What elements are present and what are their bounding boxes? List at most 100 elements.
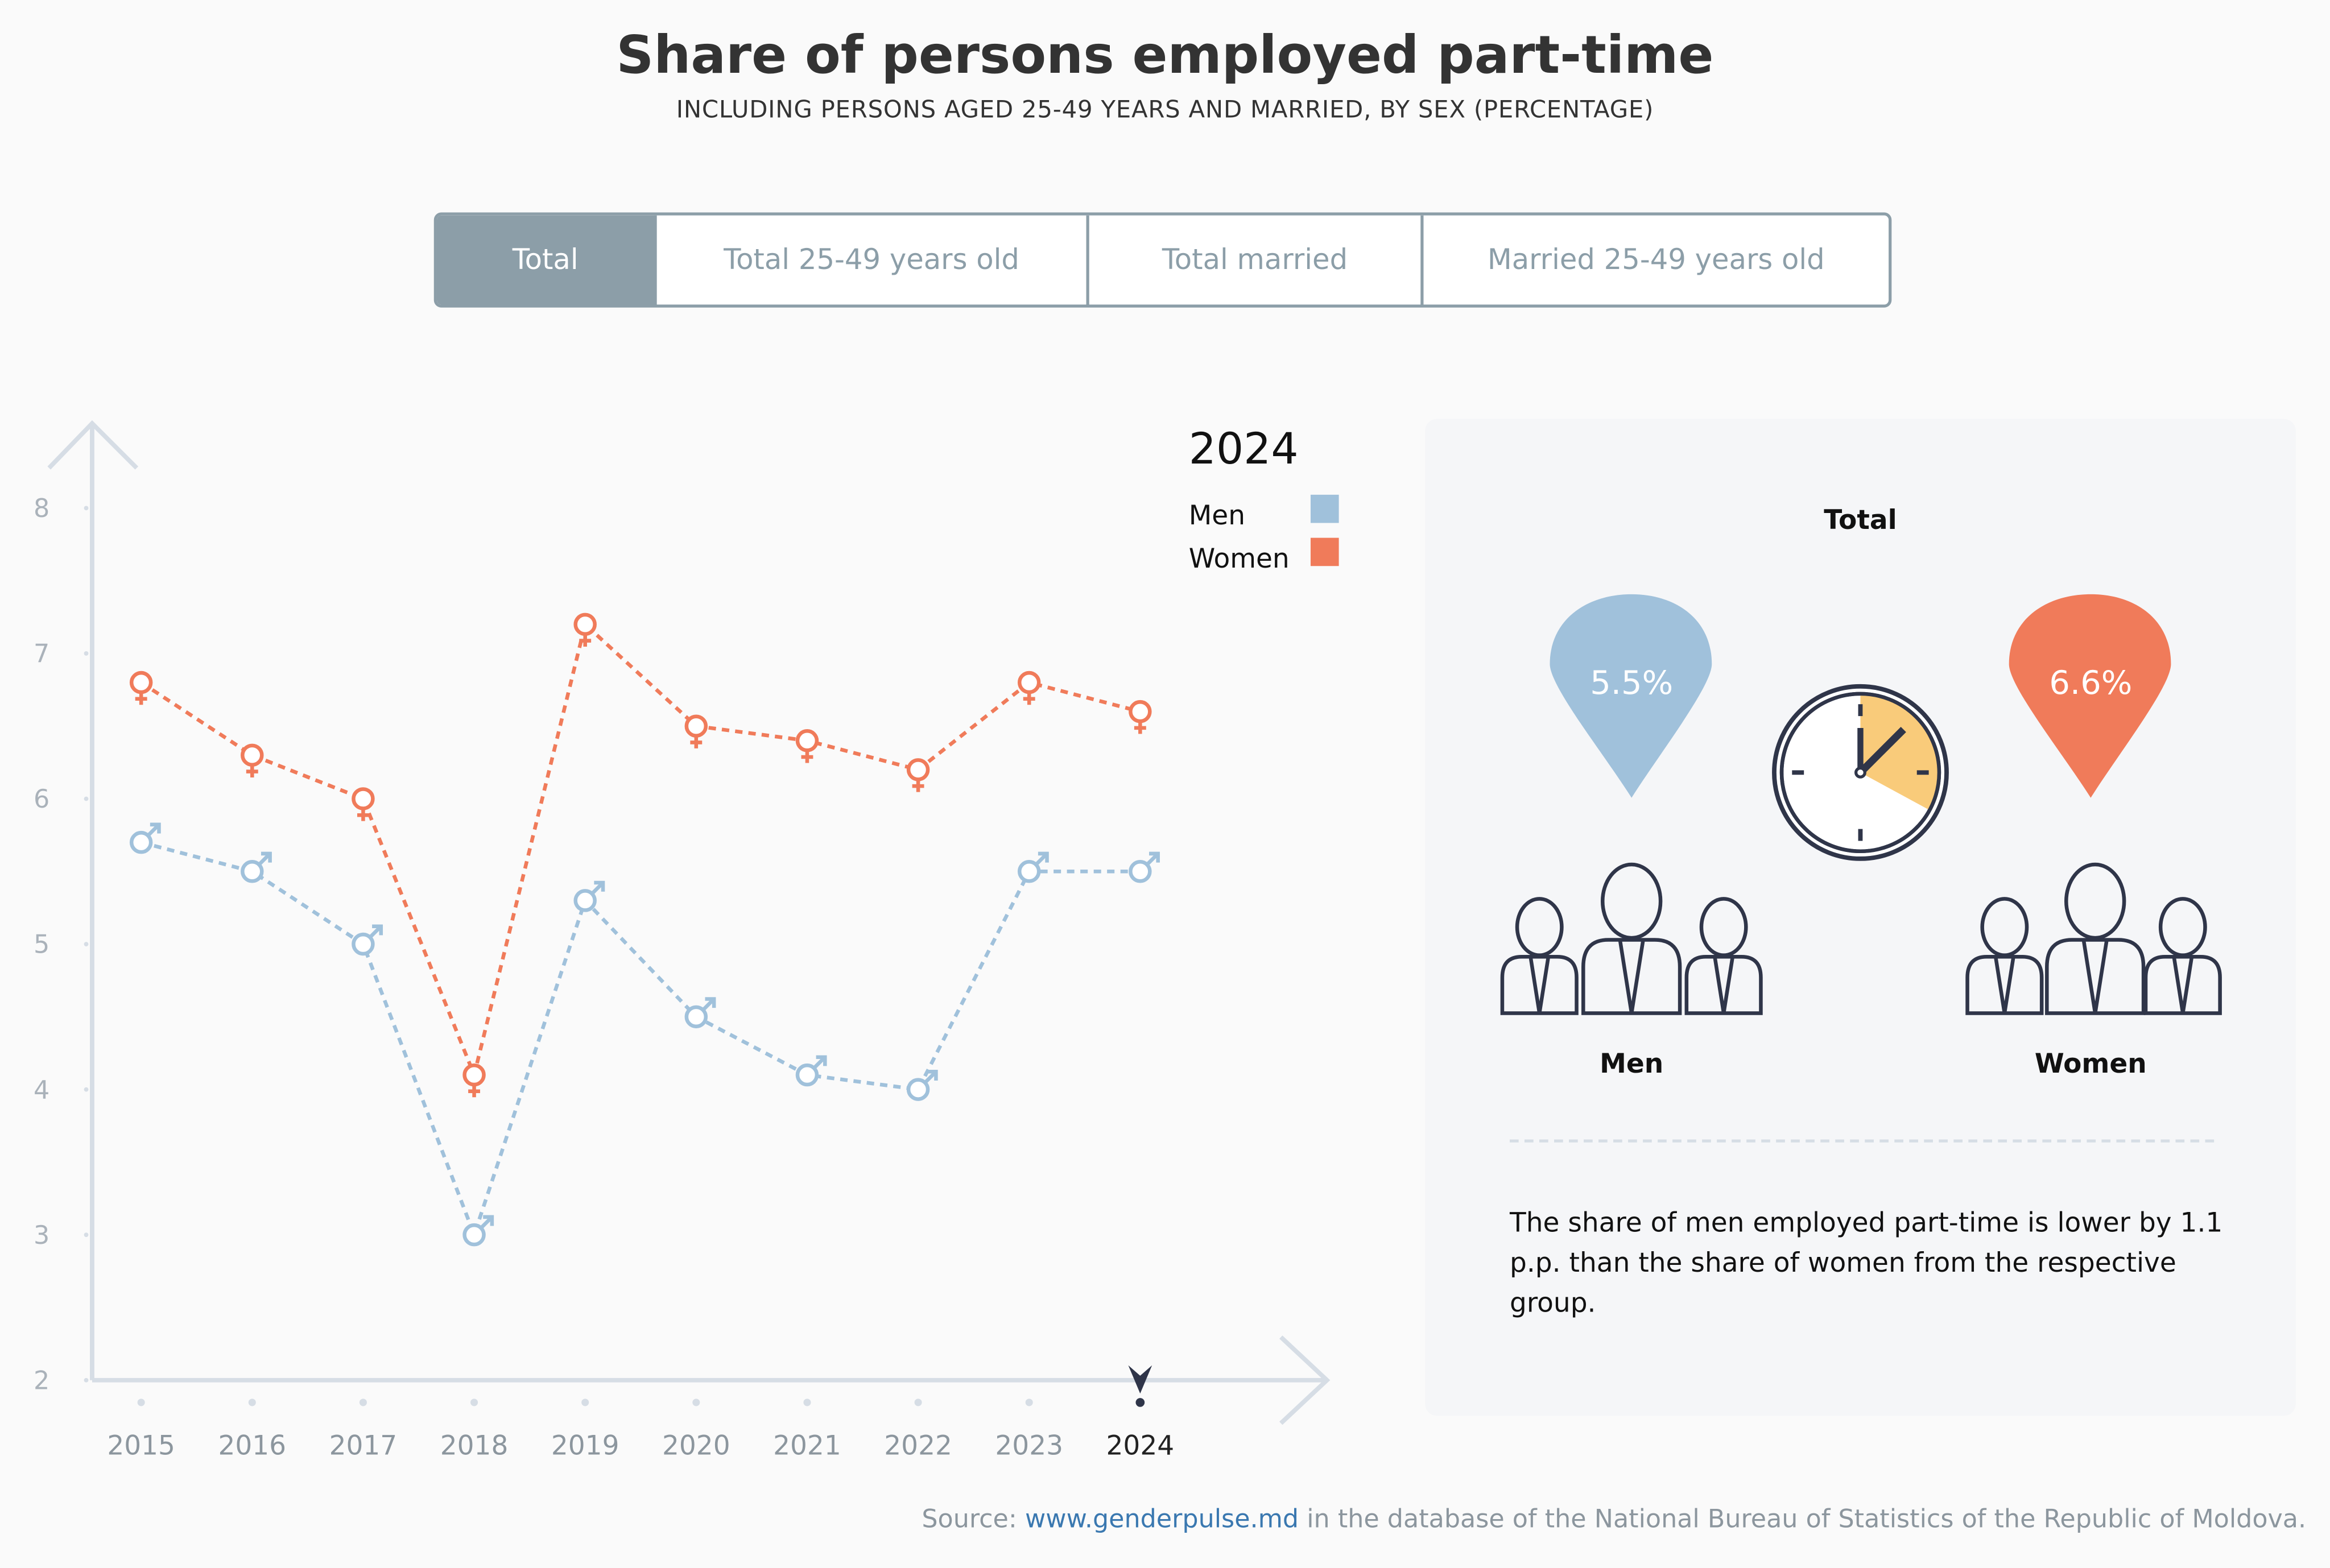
- data-point-women-2017[interactable]: [352, 787, 375, 810]
- x-tick-label-2020[interactable]: 2020: [662, 1430, 730, 1461]
- men-value: 5.5%: [1590, 664, 1673, 702]
- x-tick-dot: [137, 1399, 145, 1406]
- x-tick-label-2019[interactable]: 2019: [551, 1430, 619, 1461]
- y-axis: [47, 420, 139, 1380]
- data-point-women-2024[interactable]: [1129, 700, 1152, 723]
- series-line-women: [140, 620, 1141, 1081]
- series-line-men: [141, 841, 1141, 1240]
- x-tick-label-2024[interactable]: 2024: [1106, 1430, 1175, 1461]
- x-tick-dot: [359, 1399, 367, 1406]
- x-tick-dot: [1135, 1398, 1145, 1407]
- male-symbol-icon: [369, 924, 383, 938]
- y-tick-label: 5: [34, 930, 49, 959]
- data-point-men-2017[interactable]: [352, 932, 375, 956]
- y-tick-label: 3: [34, 1221, 49, 1250]
- data-point-men-2016[interactable]: [241, 860, 264, 883]
- man-icon: [1684, 897, 1763, 1015]
- man-icon: [1581, 862, 1682, 1015]
- women-value: 6.6%: [2049, 664, 2132, 702]
- x-tick-dot: [248, 1399, 256, 1406]
- y-tick-label: 4: [34, 1075, 49, 1104]
- male-symbol-icon: [924, 1070, 938, 1083]
- x-axis: [92, 1335, 1331, 1425]
- source-note: Source: www.genderpulse.md in the databa…: [922, 1505, 2307, 1535]
- x-tick-dot: [692, 1399, 700, 1406]
- line-chart: 2 3 4 5 6 7 8 2015 2016 2017 2018 2019 2020 2021 2022 2…: [34, 420, 1339, 1461]
- legend-label-men: Men: [1189, 500, 1245, 531]
- male-symbol-icon: [147, 822, 161, 837]
- data-point-men-2019[interactable]: [573, 889, 597, 912]
- x-tick-dot: [1025, 1399, 1033, 1406]
- y-tick-mark: [84, 796, 89, 801]
- data-point-men-2024[interactable]: [1129, 860, 1152, 883]
- male-symbol-icon: [1146, 851, 1160, 866]
- legend-swatch-women: [1310, 537, 1339, 566]
- data-point-women-2016[interactable]: [241, 743, 264, 767]
- data-point-men-2021[interactable]: [795, 1063, 819, 1087]
- y-tick-label: 2: [34, 1366, 49, 1395]
- data-point-women-2022[interactable]: [906, 758, 930, 781]
- man-icon: [1500, 897, 1579, 1015]
- page-subtitle: INCLUDING PERSONS AGED 25-49 YEARS AND M…: [676, 95, 1654, 123]
- x-tick-dot: [914, 1399, 922, 1406]
- women-label: Women: [2034, 1049, 2147, 1081]
- x-tick-label-2018[interactable]: 2018: [440, 1430, 509, 1461]
- panel-heading: Total: [1824, 505, 1897, 537]
- x-tick-label-2021[interactable]: 2021: [773, 1430, 841, 1461]
- x-tick-label-2016[interactable]: 2016: [218, 1430, 286, 1461]
- data-point-women-2019[interactable]: [573, 613, 597, 636]
- y-tick-mark: [84, 651, 89, 656]
- panel-description: The share of men employed part-time is l…: [1509, 1207, 2223, 1319]
- y-tick-label: 8: [34, 494, 49, 523]
- tab-total-25-49[interactable]: Total 25-49 years old: [657, 215, 1089, 305]
- source-link[interactable]: www.genderpulse.md: [1024, 1505, 1299, 1535]
- data-point-women-2015[interactable]: [129, 671, 153, 694]
- summary-panel: Total 5.5% 6.6% Men Women: [1425, 419, 2296, 1416]
- data-point-men-2022[interactable]: [906, 1078, 930, 1101]
- data-point-women-2018[interactable]: [462, 1063, 486, 1087]
- x-tick-dot: [470, 1399, 478, 1406]
- x-tick-label-2023[interactable]: 2023: [995, 1430, 1063, 1461]
- clock-icon: [1772, 684, 1949, 861]
- male-symbol-icon: [1035, 851, 1049, 866]
- data-point-men-2015[interactable]: [129, 830, 153, 854]
- male-symbol-icon: [702, 997, 716, 1011]
- y-tick-mark: [84, 1087, 89, 1092]
- tab-total[interactable]: Total: [436, 215, 657, 305]
- x-tick-label-2017[interactable]: 2017: [329, 1430, 398, 1461]
- tab-total-married[interactable]: Total married: [1089, 215, 1424, 305]
- woman-icon: [2143, 897, 2222, 1015]
- data-point-women-2021[interactable]: [795, 729, 819, 752]
- x-tick-dot: [803, 1399, 811, 1406]
- male-symbol-icon: [591, 880, 605, 895]
- legend-swatch-men: [1310, 494, 1339, 523]
- y-tick-mark: [84, 506, 89, 511]
- data-point-women-2023[interactable]: [1017, 671, 1041, 694]
- legend-title: 2024: [1189, 424, 1299, 474]
- y-tick-mark: [84, 942, 89, 946]
- x-tick-label-2022[interactable]: 2022: [884, 1430, 952, 1461]
- selected-year-marker: [1128, 1365, 1152, 1394]
- women-drop: 6.6%: [2009, 594, 2171, 798]
- male-symbol-icon: [258, 851, 272, 866]
- men-label: Men: [1600, 1049, 1664, 1081]
- legend-label-women: Women: [1189, 543, 1290, 574]
- data-point-women-2020[interactable]: [684, 714, 708, 738]
- data-point-men-2018[interactable]: [462, 1223, 486, 1247]
- y-tick-label: 7: [34, 640, 49, 669]
- y-tick-mark: [84, 1232, 89, 1238]
- y-tick-label: 6: [34, 785, 49, 814]
- male-symbol-icon: [813, 1055, 827, 1069]
- woman-icon: [1965, 897, 2044, 1015]
- data-point-men-2023[interactable]: [1017, 860, 1041, 883]
- x-tick-label-2015[interactable]: 2015: [107, 1430, 175, 1461]
- x-tick-dot: [581, 1399, 589, 1406]
- y-tick-mark: [84, 1377, 89, 1383]
- tab-married-25-49[interactable]: Married 25-49 years old: [1487, 243, 1825, 276]
- data-point-men-2020[interactable]: [684, 1005, 708, 1029]
- male-symbol-icon: [480, 1215, 494, 1229]
- panel-graphic: 5.5% 6.6%: [1500, 594, 2222, 1015]
- divider: [1509, 1139, 2215, 1143]
- page-title: Share of persons employed part-time: [616, 27, 1714, 86]
